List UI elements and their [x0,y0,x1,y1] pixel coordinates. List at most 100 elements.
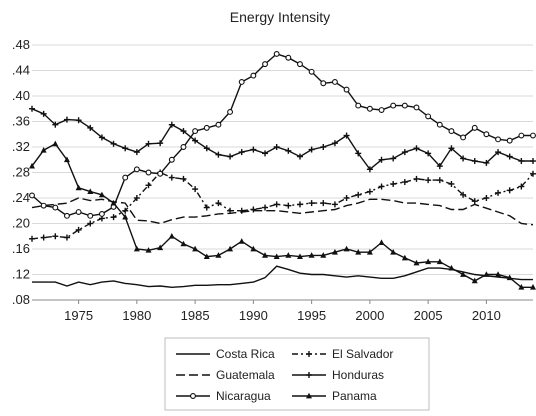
x-tick-label: 1975 [64,308,93,323]
y-tick-label: .40 [12,88,30,103]
series-nicaragua-marker [331,79,338,85]
series-nicaragua-marker [378,107,385,113]
legend-item-panama: Panama [292,389,377,403]
series-honduras-marker [215,151,222,158]
series-honduras-marker [203,145,210,152]
series-nicaragua-marker [192,128,199,135]
series-honduras-marker [133,149,140,156]
legend-item-costa-rica-label: Costa Rica [216,347,275,361]
series-panama-marker [518,284,525,290]
series-el-salvador-marker [495,189,502,196]
series-nicaragua-marker [355,102,362,109]
series-nicaragua-marker [168,156,175,163]
series-honduras-marker [122,145,129,152]
series-panama-marker [40,146,47,153]
legend-item-costa-rica: Costa Rica [176,347,275,361]
series-nicaragua-marker [122,174,129,181]
x-tick-label: 1995 [297,308,326,323]
legend-item-nicaragua: Nicaragua [176,389,271,403]
series-panama-marker [273,253,280,260]
series-el-salvador-line [31,171,534,240]
series-nicaragua-marker [157,170,164,177]
series-nicaragua-marker [262,61,268,68]
series-panama-marker [250,245,257,252]
legend-item-guatemala: Guatemala [176,368,275,382]
series-nicaragua-marker [413,104,420,111]
series-nicaragua-line [31,53,533,217]
series-panama-marker [145,247,152,253]
series-nicaragua-marker [308,68,315,75]
series-honduras-line [31,108,533,171]
y-tick-label: .48 [12,37,30,52]
series-el-salvador-marker [133,195,140,201]
series-honduras-marker [145,140,152,147]
series-honduras-marker [296,153,303,160]
series-honduras-marker [98,134,105,141]
series-nicaragua-marker [518,132,525,139]
series-nicaragua-marker [29,192,35,199]
series-honduras-marker [308,146,315,153]
grid-lines [32,44,533,301]
series-nicaragua-marker [320,80,327,87]
series-honduras-marker [331,140,338,147]
series-nicaragua-marker [366,105,373,112]
series-el-salvador-marker [285,202,292,209]
series-honduras-marker [343,132,350,139]
series-panama-marker [296,253,303,260]
series-panama-marker [425,258,432,265]
series-nicaragua-marker [52,204,59,211]
legend-item-honduras-label: Honduras [332,368,384,382]
series-honduras-marker [63,116,70,123]
series-honduras-marker [448,145,455,152]
series-panama-marker [87,188,94,195]
series-costa-rica [32,265,533,289]
series-honduras-marker [355,150,362,157]
series-panama-marker [98,191,105,198]
series-honduras-marker [366,166,373,173]
series-panama-marker [122,213,129,220]
series-panama-marker [238,238,245,244]
series-el-salvador-marker [52,233,59,240]
series-nicaragua-marker [506,137,513,144]
legend-item-honduras-marker [306,372,312,378]
series-honduras-marker [483,159,490,166]
series-el-salvador-marker [296,201,303,208]
series-honduras-marker [29,105,35,112]
series-panama-marker [133,245,140,252]
series-honduras-marker [518,158,525,165]
series-el-salvador-marker [518,183,525,190]
series-honduras-marker [320,144,327,150]
series-panama-marker [448,264,455,271]
series-panama-marker [413,259,420,266]
series-el-salvador-marker [343,195,350,201]
series-panama-marker [180,240,187,247]
series-honduras-marker [52,121,59,128]
y-tick-label: .20 [12,216,30,231]
y-tick-label: .24 [12,190,30,205]
series-nicaragua-marker [460,134,467,141]
series-honduras-marker [192,137,199,144]
series-el-salvador-marker [168,174,175,181]
series-el-salvador-marker [145,182,152,189]
series-panama-line [31,142,533,288]
series-honduras-marker [436,163,443,170]
series-el-salvador-marker [29,235,35,242]
series-honduras-marker [495,149,502,156]
series-el-salvador-marker [355,191,362,198]
series-el-salvador-marker [378,183,385,190]
series-panama-marker [483,271,490,277]
series-el-salvador-marker [110,214,117,221]
series-nicaragua-marker [297,61,303,68]
x-tick-label: 1985 [181,308,210,323]
series-honduras-marker [413,145,420,152]
series-panama-marker [471,277,478,284]
series-honduras-marker [87,124,94,131]
series-honduras-marker [425,150,432,157]
y-tick-label: .12 [12,267,30,282]
y-tick-label: .36 [12,114,30,129]
series-panama-marker [390,248,397,255]
series-panama-marker [436,258,443,265]
x-tick-label: 2010 [472,308,501,323]
